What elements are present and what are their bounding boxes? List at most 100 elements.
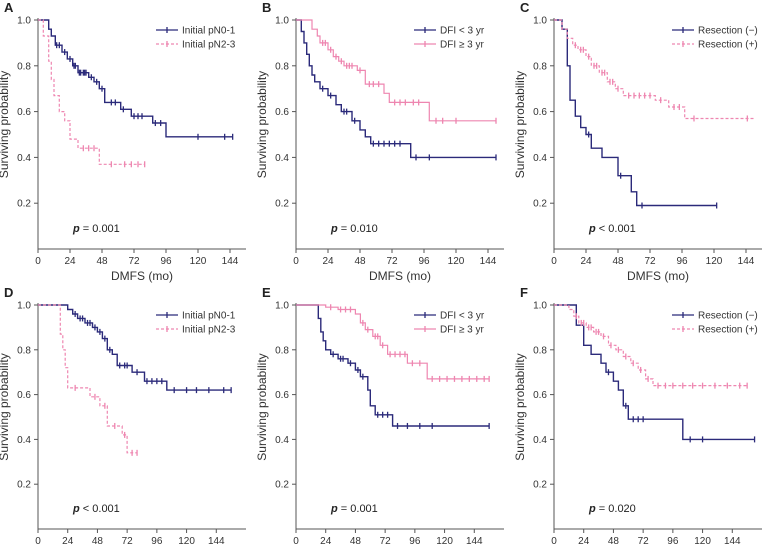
x-axis-title: DMFS (mo) <box>627 269 689 283</box>
chart-panel-f: F0.20.40.60.81.0024487296120144OS (mo)Su… <box>513 285 762 547</box>
survival-curve <box>38 304 137 454</box>
legend-label: Resection (−) <box>698 26 758 37</box>
series-primary <box>296 19 497 161</box>
y-tick-label: 0.2 <box>533 480 547 491</box>
x-tick-label: 48 <box>350 536 362 547</box>
x-axis-title: DMFS (mo) <box>369 269 431 283</box>
p-value-annotation: p < 0.001 <box>72 503 120 515</box>
y-tick-label: 0.6 <box>275 390 289 401</box>
chart-panel-a: A 0.2 0.4 0.6 0.8 1.0 0 24 48 72 96 120 144 DMFS (mo)… <box>0 0 246 283</box>
y-tick-label: 0.6 <box>533 390 547 401</box>
x-tick-label: 24 <box>322 256 334 267</box>
x-tick-label: 72 <box>644 256 656 267</box>
p-value: = 0.001 <box>338 503 378 515</box>
y-axis-title: Surviving probability <box>255 353 269 460</box>
survival-curve <box>554 19 717 207</box>
x-tick-label: 0 <box>551 256 557 267</box>
y-tick-label: 0.6 <box>17 107 31 118</box>
legend-label: DFI < 3 yr <box>440 311 485 322</box>
p-symbol: p <box>330 223 338 235</box>
legend: Initial pN0-1 Initial pN2-3 <box>156 26 236 51</box>
legend-label: DFI ≥ 3 yr <box>440 325 484 336</box>
x-tick-label: 144 <box>724 536 741 547</box>
legend-label: Resection (+) <box>698 325 758 336</box>
legend: Resection (−) Resection (+) <box>672 311 758 336</box>
y-tick-label: 1.0 <box>275 16 289 27</box>
x-tick-label: 48 <box>608 536 620 547</box>
series-primary <box>38 19 234 140</box>
y-tick-label: 0.8 <box>17 345 31 356</box>
y-tick-label: 0.4 <box>275 153 289 164</box>
y-tick-label: 0.8 <box>17 61 31 72</box>
x-tick-label: 96 <box>418 256 430 267</box>
x-tick-label: 96 <box>676 256 688 267</box>
p-value-annotation: p = 0.010 <box>330 223 378 235</box>
y-tick-label: 0.4 <box>533 435 547 446</box>
p-value-annotation: p < 0.001 <box>588 223 636 235</box>
x-tick-label: 96 <box>409 536 421 547</box>
y-tick-label: 0.6 <box>17 390 31 401</box>
y-tick-label: 0.2 <box>17 480 31 491</box>
y-tick-label: 1.0 <box>17 301 31 312</box>
panel-letter: D <box>4 285 13 300</box>
y-tick-label: 0.6 <box>275 107 289 118</box>
legend: DFI < 3 yr DFI ≥ 3 yr <box>414 26 485 51</box>
x-tick-label: 144 <box>208 536 225 547</box>
y-axis-title: Surviving probability <box>513 71 527 178</box>
x-tick-label: 24 <box>578 536 590 547</box>
x-tick-label: 144 <box>222 256 239 267</box>
y-tick-label: 0.4 <box>17 435 31 446</box>
y-tick-label: 1.0 <box>17 16 31 27</box>
x-tick-label: 144 <box>738 256 755 267</box>
p-value-annotation: p = 0.020 <box>588 503 636 515</box>
legend: Initial pN0-1 Initial pN2-3 <box>156 311 236 336</box>
x-tick-label: 0 <box>293 256 299 267</box>
p-symbol: p <box>72 223 80 235</box>
x-tick-label: 48 <box>612 256 624 267</box>
chart-panel-e: E0.20.40.60.81.0024487296120144OS (mo)Su… <box>255 285 504 547</box>
p-symbol: p <box>588 503 596 515</box>
x-tick-label: 120 <box>178 536 195 547</box>
legend-label: Initial pN2-3 <box>182 40 236 51</box>
x-tick-label: 0 <box>35 256 41 267</box>
x-tick-label: 120 <box>694 536 711 547</box>
x-tick-label: 144 <box>466 536 483 547</box>
series-secondary <box>554 304 748 389</box>
x-tick-label: 48 <box>96 256 108 267</box>
survival-curve <box>38 19 145 165</box>
y-tick-label: 0.6 <box>533 107 547 118</box>
survival-curve <box>296 304 490 380</box>
x-tick-label: 72 <box>386 256 398 267</box>
survival-curve <box>296 19 496 159</box>
p-value-annotation: p = 0.001 <box>330 503 378 515</box>
survival-curve <box>554 304 755 441</box>
x-tick-label: 24 <box>62 536 74 547</box>
x-tick-label: 120 <box>706 256 723 267</box>
panel-letter: B <box>262 0 271 15</box>
panel-letter: E <box>262 285 271 300</box>
p-value: < 0.001 <box>596 223 636 235</box>
y-tick-label: 1.0 <box>533 301 547 312</box>
x-tick-label: 0 <box>551 536 557 547</box>
legend-label: DFI < 3 yr <box>440 26 485 37</box>
x-tick-label: 24 <box>320 536 332 547</box>
y-tick-label: 1.0 <box>533 16 547 27</box>
y-axis-title: Surviving probability <box>255 71 269 178</box>
chart-panel-d: D0.20.40.60.81.0024487296120144OS (mo)Su… <box>0 285 246 547</box>
y-tick-label: 0.8 <box>275 345 289 356</box>
legend-label: Resection (−) <box>698 311 758 322</box>
y-axis-title: Surviving probability <box>0 71 11 178</box>
survival-curve <box>38 19 233 138</box>
x-tick-label: 96 <box>160 256 172 267</box>
x-tick-label: 48 <box>92 536 104 547</box>
x-tick-label: 0 <box>35 536 41 547</box>
x-tick-label: 24 <box>580 256 592 267</box>
p-value: = 0.020 <box>596 503 636 515</box>
y-tick-label: 1.0 <box>275 301 289 312</box>
legend-label: DFI ≥ 3 yr <box>440 40 484 51</box>
survival-curve <box>554 304 748 387</box>
x-axis-title: DMFS (mo) <box>111 269 173 283</box>
legend-label: Initial pN2-3 <box>182 325 236 336</box>
y-axis-title: Surviving probability <box>0 353 11 460</box>
